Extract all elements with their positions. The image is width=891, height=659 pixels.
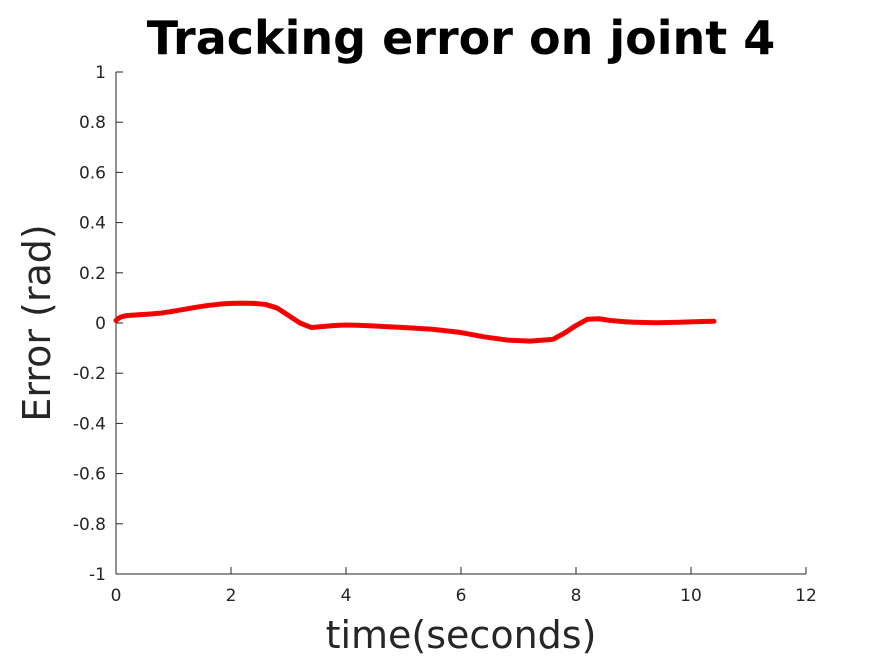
- series-layer: [113, 300, 717, 344]
- x-tick-label: 12: [795, 586, 817, 606]
- y-tick-label: -0.4: [73, 414, 106, 434]
- series-line-texture: [115, 302, 715, 342]
- x-tick-label: 6: [456, 586, 467, 606]
- x-axis: 0 2 4 6 8 10 12: [111, 567, 817, 606]
- series-line: [113, 300, 717, 344]
- x-tick-label: 4: [341, 586, 352, 606]
- y-tick-label: 0.8: [79, 113, 106, 133]
- y-tick-label: 1: [95, 63, 106, 83]
- y-axis: -1 -0.8 -0.6 -0.4 -0.2 0 0.2 0.4 0.6 0.8 1: [73, 63, 123, 585]
- y-tick-label: 0.6: [79, 163, 106, 183]
- y-tick-label: -0.2: [73, 364, 106, 384]
- y-tick-label: -0.6: [73, 465, 106, 485]
- y-tick-label: 0: [95, 314, 106, 334]
- x-tick-label: 10: [680, 586, 702, 606]
- x-tick-label: 0: [111, 586, 122, 606]
- x-tick-label: 2: [226, 586, 237, 606]
- y-tick-label: 0.2: [79, 264, 106, 284]
- x-axis-label: time(seconds): [326, 613, 597, 657]
- y-tick-label: 0.4: [79, 214, 106, 234]
- y-tick-label: -0.8: [73, 515, 106, 535]
- chart-title: Tracking error on joint 4: [147, 11, 776, 65]
- y-axis-label: Error (rad): [15, 224, 59, 421]
- x-tick-label: 8: [571, 586, 582, 606]
- y-tick-label: -1: [89, 565, 106, 585]
